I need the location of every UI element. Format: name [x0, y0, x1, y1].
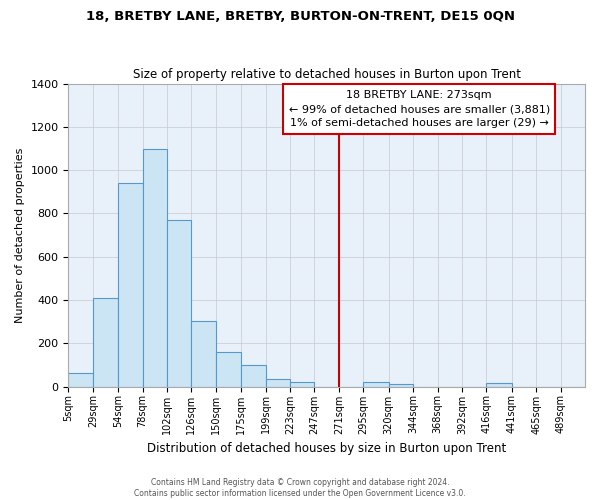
Bar: [143, 148, 167, 386]
Bar: [93, 298, 118, 386]
Bar: [68, 372, 93, 386]
Bar: [290, 382, 314, 386]
Title: Size of property relative to detached houses in Burton upon Trent: Size of property relative to detached ho…: [133, 68, 521, 81]
Bar: [364, 382, 389, 386]
Bar: [487, 384, 512, 386]
Bar: [241, 365, 266, 386]
Y-axis label: Number of detached properties: Number of detached properties: [15, 148, 25, 323]
Bar: [167, 220, 191, 386]
Bar: [216, 352, 241, 386]
Bar: [191, 320, 216, 386]
Text: 18, BRETBY LANE, BRETBY, BURTON-ON-TRENT, DE15 0QN: 18, BRETBY LANE, BRETBY, BURTON-ON-TRENT…: [86, 10, 515, 23]
Bar: [118, 183, 143, 386]
Text: 18 BRETBY LANE: 273sqm
← 99% of detached houses are smaller (3,881)
1% of semi-d: 18 BRETBY LANE: 273sqm ← 99% of detached…: [289, 90, 550, 128]
Bar: [389, 384, 413, 386]
Bar: [266, 379, 290, 386]
X-axis label: Distribution of detached houses by size in Burton upon Trent: Distribution of detached houses by size …: [147, 442, 506, 455]
Text: Contains HM Land Registry data © Crown copyright and database right 2024.
Contai: Contains HM Land Registry data © Crown c…: [134, 478, 466, 498]
